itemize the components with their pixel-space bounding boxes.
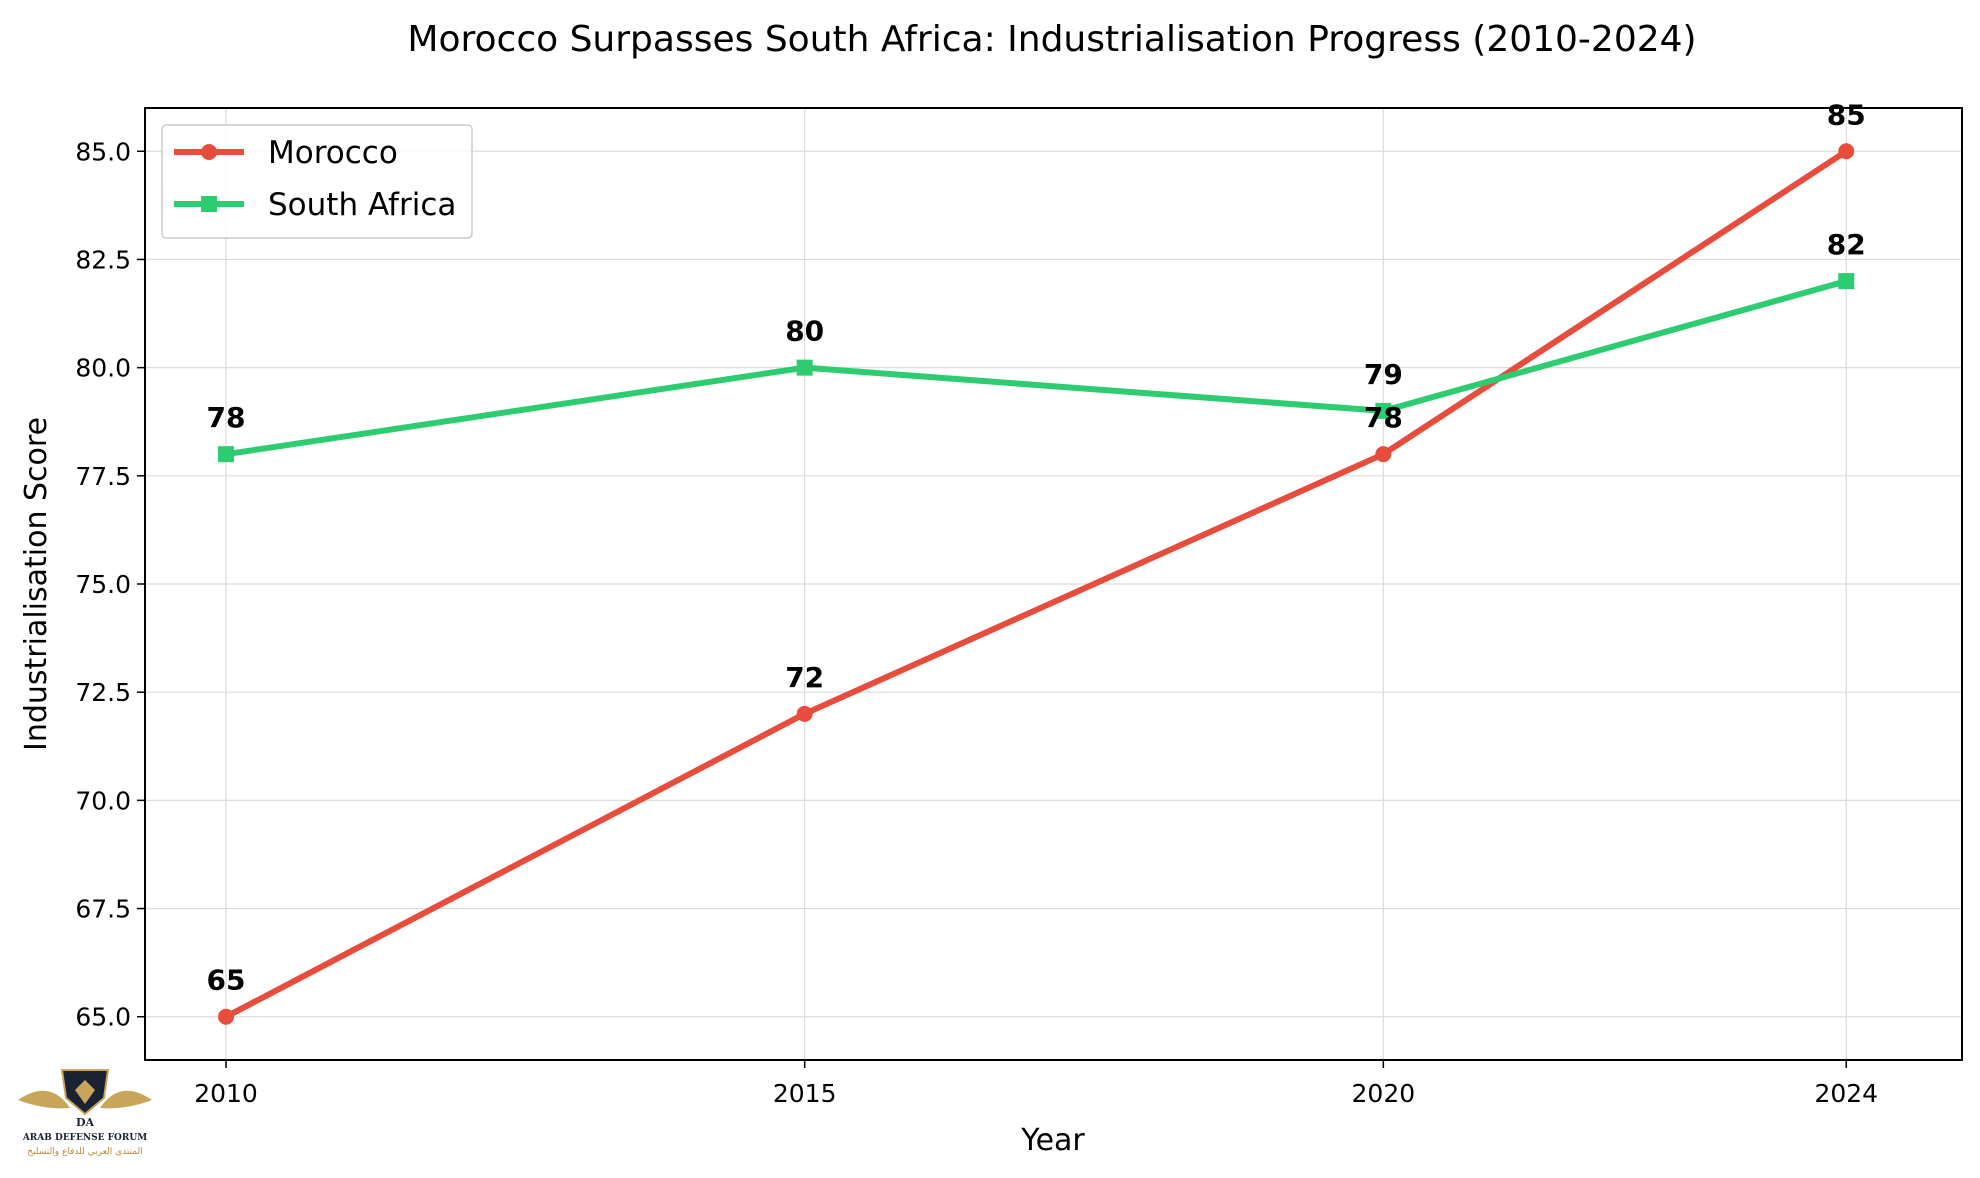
data-point-morocco — [218, 1008, 235, 1025]
y-tick-label: 70.0 — [75, 786, 131, 815]
y-tick-label: 75.0 — [75, 570, 131, 599]
data-point-morocco — [1838, 143, 1855, 160]
chart-title: Morocco Surpasses South Africa: Industri… — [407, 19, 1696, 60]
x-tick-label: 2024 — [1814, 1079, 1878, 1108]
y-tick-label: 80.0 — [75, 354, 131, 383]
y-tick-label: 85.0 — [75, 137, 131, 166]
x-axis-label: Year — [1020, 1123, 1085, 1158]
series-line-south-africa — [223, 278, 1850, 458]
legend-label-morocco: Morocco — [268, 135, 398, 171]
y-tick-label: 77.5 — [75, 462, 131, 491]
axis-ticks: 2010 2015 2020 2024 65.0 67.5 70.0 72.5 75.0 77.5… — [75, 137, 1878, 1108]
data-point-morocco — [1375, 446, 1392, 463]
legend-item-morocco: Morocco — [174, 135, 398, 171]
y-tick-label: 82.5 — [75, 245, 131, 274]
y-axis-label: Industrialisation Score — [19, 417, 54, 751]
data-labels: 65 72 78 85 78 80 79 82 — [207, 98, 1866, 996]
data-label-morocco: 72 — [785, 661, 824, 694]
data-label-south-africa: 80 — [785, 315, 824, 348]
series-layer — [218, 143, 1855, 1025]
series-line-morocco — [223, 148, 1850, 1020]
legend-label-south-africa: South Africa — [268, 187, 456, 223]
data-label-south-africa: 79 — [1364, 358, 1403, 391]
data-point-south-africa — [796, 359, 813, 376]
data-label-south-africa: 82 — [1827, 228, 1866, 261]
legend-marker-south-africa — [201, 196, 217, 212]
data-label-morocco: 65 — [207, 964, 246, 997]
grid-lines — [145, 108, 1962, 1060]
y-tick-label: 65.0 — [75, 1003, 131, 1032]
data-point-south-africa — [218, 446, 235, 463]
data-point-south-africa — [1375, 402, 1392, 419]
data-label-morocco: 85 — [1827, 98, 1866, 131]
data-label-morocco: 78 — [1364, 401, 1403, 434]
x-tick-label: 2020 — [1352, 1079, 1416, 1108]
data-point-south-africa — [1838, 273, 1855, 290]
y-tick-label: 72.5 — [75, 678, 131, 707]
logo-monogram: DA — [76, 1116, 95, 1129]
legend-item-south-africa: South Africa — [174, 187, 456, 223]
legend: Morocco South Africa — [161, 124, 473, 239]
data-point-morocco — [796, 705, 813, 722]
logo-caption-en: ARAB DEFENSE FORUM — [22, 1133, 147, 1143]
y-tick-label: 67.5 — [75, 895, 131, 924]
shield-eagle-logo-icon: DA ARAB DEFENSE FORUM المنتدى العربي للد… — [18, 1069, 152, 1157]
legend-marker-morocco — [201, 144, 217, 160]
logo-caption-ar: المنتدى العربي للدفاع والتسليح — [27, 1147, 142, 1157]
data-label-south-africa: 78 — [207, 401, 246, 434]
x-tick-label: 2015 — [773, 1079, 837, 1108]
x-tick-label: 2010 — [194, 1079, 258, 1108]
